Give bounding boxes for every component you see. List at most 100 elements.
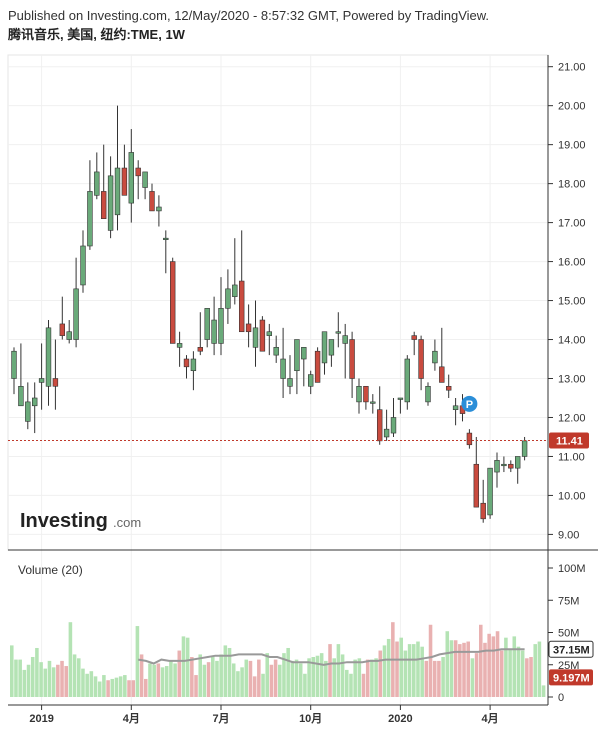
- volume-bar: [286, 647, 290, 697]
- volume-bar: [466, 641, 470, 697]
- volume-bar: [495, 631, 500, 697]
- volume-bar: [198, 654, 202, 697]
- candle-body: [87, 191, 93, 247]
- candle-body: [273, 347, 279, 356]
- volume-bar: [462, 642, 466, 697]
- candle: [252, 300, 259, 367]
- volume-bar: [248, 660, 253, 697]
- candle: [190, 351, 197, 391]
- volume-bar: [60, 660, 64, 697]
- volume-bar: [148, 663, 152, 697]
- candle: [197, 312, 203, 356]
- candle-body: [18, 385, 24, 407]
- volume-bar: [520, 650, 525, 697]
- candle-body: [11, 350, 17, 379]
- candle: [404, 355, 410, 410]
- volume-bar: [114, 677, 119, 697]
- volume-bar: [499, 650, 504, 697]
- volume-ma-tag: 37.15M: [548, 640, 594, 658]
- volume-bar: [298, 663, 303, 697]
- candle-body: [232, 284, 238, 297]
- candle-body: [301, 347, 307, 360]
- candle: [101, 144, 107, 220]
- candle: [52, 339, 59, 410]
- volume-bar: [525, 658, 529, 697]
- candle: [80, 230, 86, 293]
- volume-bar: [18, 659, 22, 697]
- candle: [335, 312, 341, 348]
- candle-body: [94, 171, 100, 196]
- candle: [356, 378, 362, 414]
- volume-bar: [349, 673, 353, 697]
- candle-body: [425, 385, 431, 403]
- volume-bar: [319, 653, 324, 697]
- volume-bar: [223, 645, 228, 697]
- candle: [170, 257, 176, 344]
- candle: [487, 467, 493, 519]
- volume-bar: [315, 655, 320, 697]
- volume-bar: [26, 664, 31, 697]
- candle: [225, 269, 231, 324]
- candle: [445, 374, 452, 398]
- candle: [418, 335, 424, 391]
- volume-bar: [508, 649, 512, 697]
- volume-bar: [252, 676, 257, 697]
- price-tick-label: 17.00: [558, 218, 586, 230]
- svg-text:11.41: 11.41: [556, 435, 583, 447]
- candle: [183, 355, 190, 379]
- volume-bar: [449, 640, 454, 697]
- candle: [508, 460, 514, 473]
- volume-tick-label: 25M: [558, 660, 579, 672]
- candle: [59, 296, 66, 340]
- time-tick-label: 4月: [482, 712, 499, 725]
- event-marker-icon[interactable]: P: [461, 395, 478, 412]
- volume-bar: [382, 645, 387, 697]
- candle-body: [107, 175, 114, 231]
- candle: [328, 339, 335, 367]
- candle-body: [445, 385, 452, 391]
- candle-body: [190, 358, 197, 372]
- volume-bar: [152, 664, 156, 697]
- volume-bar: [541, 685, 546, 697]
- candle: [45, 320, 52, 406]
- chart-header: Published on Investing.com, 12/May/2020 …: [8, 6, 489, 44]
- volume-tick-label: 75M: [558, 595, 579, 607]
- volume-bar: [177, 650, 182, 697]
- volume-bar: [328, 644, 332, 697]
- price-tick-label: 11.00: [558, 451, 585, 463]
- volume-bar: [85, 673, 89, 697]
- volume-bar: [139, 654, 144, 697]
- price-tick-label: 20.00: [558, 101, 586, 113]
- volume-bar: [470, 658, 475, 697]
- volume-bar: [51, 667, 56, 697]
- volume-bar: [303, 673, 307, 697]
- volume-bar: [156, 663, 161, 697]
- volume-bar: [131, 680, 135, 697]
- volume-bar: [127, 680, 131, 697]
- volume-bar: [35, 647, 39, 697]
- volume-bar: [361, 673, 366, 697]
- volume-bar: [282, 653, 286, 697]
- volume-bar: [290, 660, 295, 697]
- candle: [211, 296, 217, 356]
- volume-bar: [106, 680, 110, 697]
- volume-bar: [190, 657, 194, 697]
- volume-bar: [215, 660, 219, 697]
- volume-bar: [72, 654, 77, 697]
- candle: [245, 304, 252, 348]
- candle-body: [376, 409, 383, 442]
- volume-ma-line: [138, 648, 525, 666]
- volume-bar: [269, 664, 274, 697]
- candle: [11, 347, 17, 395]
- candle: [149, 183, 155, 212]
- candle-body: [397, 397, 404, 400]
- volume-bar: [265, 653, 269, 697]
- candle: [370, 394, 376, 414]
- volume-bar: [135, 626, 140, 697]
- volume-bar: [68, 622, 73, 697]
- volume-bar: [529, 657, 533, 697]
- volume-bar: [278, 664, 282, 697]
- volume-bar: [437, 660, 441, 697]
- volume-bar: [219, 654, 223, 697]
